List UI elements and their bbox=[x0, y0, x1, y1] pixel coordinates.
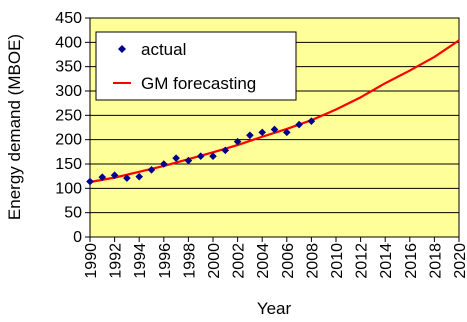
actual-point bbox=[135, 172, 143, 181]
legend-box bbox=[95, 31, 297, 101]
y-tick-label: 100 bbox=[55, 180, 82, 197]
y-tick-label: 400 bbox=[55, 34, 82, 51]
actual-point bbox=[307, 117, 316, 125]
legend-label-actual: actual bbox=[141, 40, 186, 59]
y-tick-label: 350 bbox=[55, 59, 82, 76]
x-tick-label: 2020 bbox=[452, 243, 467, 279]
y-tick-label: 50 bbox=[64, 205, 82, 222]
x-tick-label: 2006 bbox=[280, 243, 297, 279]
actual-point bbox=[270, 125, 279, 134]
actual-point bbox=[209, 152, 217, 161]
actual-point bbox=[110, 171, 119, 179]
actual-point bbox=[295, 120, 303, 129]
actual-point bbox=[172, 154, 180, 162]
y-axis-title: Energy demand (MBOE) bbox=[5, 34, 24, 220]
actual-point bbox=[184, 156, 193, 165]
y-tick-label: 300 bbox=[55, 83, 82, 100]
actual-point bbox=[221, 146, 230, 155]
actual-point bbox=[86, 177, 94, 186]
actual-point bbox=[160, 160, 168, 168]
x-tick-label: 2012 bbox=[354, 243, 371, 279]
y-tick-label: 450 bbox=[55, 10, 82, 27]
x-tick-label: 1992 bbox=[108, 243, 125, 279]
x-tick-label: 1998 bbox=[181, 243, 198, 279]
x-tick-label: 2008 bbox=[304, 243, 321, 279]
legend-marker-actual bbox=[118, 45, 126, 53]
y-axis: 0 50 100 150 200 250 300 350 400 450 bbox=[55, 10, 90, 246]
actual-point bbox=[233, 137, 242, 146]
legend-label-forecast: GM forecasting bbox=[141, 74, 256, 93]
x-tick-label: 2018 bbox=[427, 243, 444, 279]
actual-point bbox=[283, 128, 291, 137]
y-tick-label: 200 bbox=[55, 132, 82, 149]
y-tick-label: 0 bbox=[73, 229, 82, 246]
actual-point bbox=[196, 152, 205, 161]
x-tick-label: 2016 bbox=[403, 243, 420, 279]
x-tick-label: 2002 bbox=[231, 243, 248, 279]
actual-point bbox=[246, 131, 254, 140]
x-tick-label: 1996 bbox=[157, 243, 174, 279]
actual-point bbox=[123, 174, 131, 182]
x-tick-label: 2014 bbox=[378, 243, 395, 279]
x-tick-label: 2000 bbox=[206, 243, 223, 279]
x-tick-label: 2004 bbox=[255, 243, 272, 279]
x-tick-label: 1994 bbox=[132, 243, 149, 279]
actual-point bbox=[98, 173, 107, 181]
x-axis-title: Year bbox=[257, 299, 292, 318]
actual-point bbox=[147, 166, 156, 174]
legend: actual GM forecasting bbox=[95, 31, 297, 101]
x-tick-label: 2010 bbox=[329, 243, 346, 279]
x-axis: 1990 1992 1994 1996 1998 2000 2002 2004 2006 2008… bbox=[83, 237, 467, 279]
x-tick-label: 1990 bbox=[83, 243, 100, 279]
actual-point bbox=[258, 128, 266, 137]
y-tick-label: 250 bbox=[55, 107, 82, 124]
actual-series bbox=[86, 117, 316, 186]
y-tick-label: 150 bbox=[55, 156, 82, 173]
